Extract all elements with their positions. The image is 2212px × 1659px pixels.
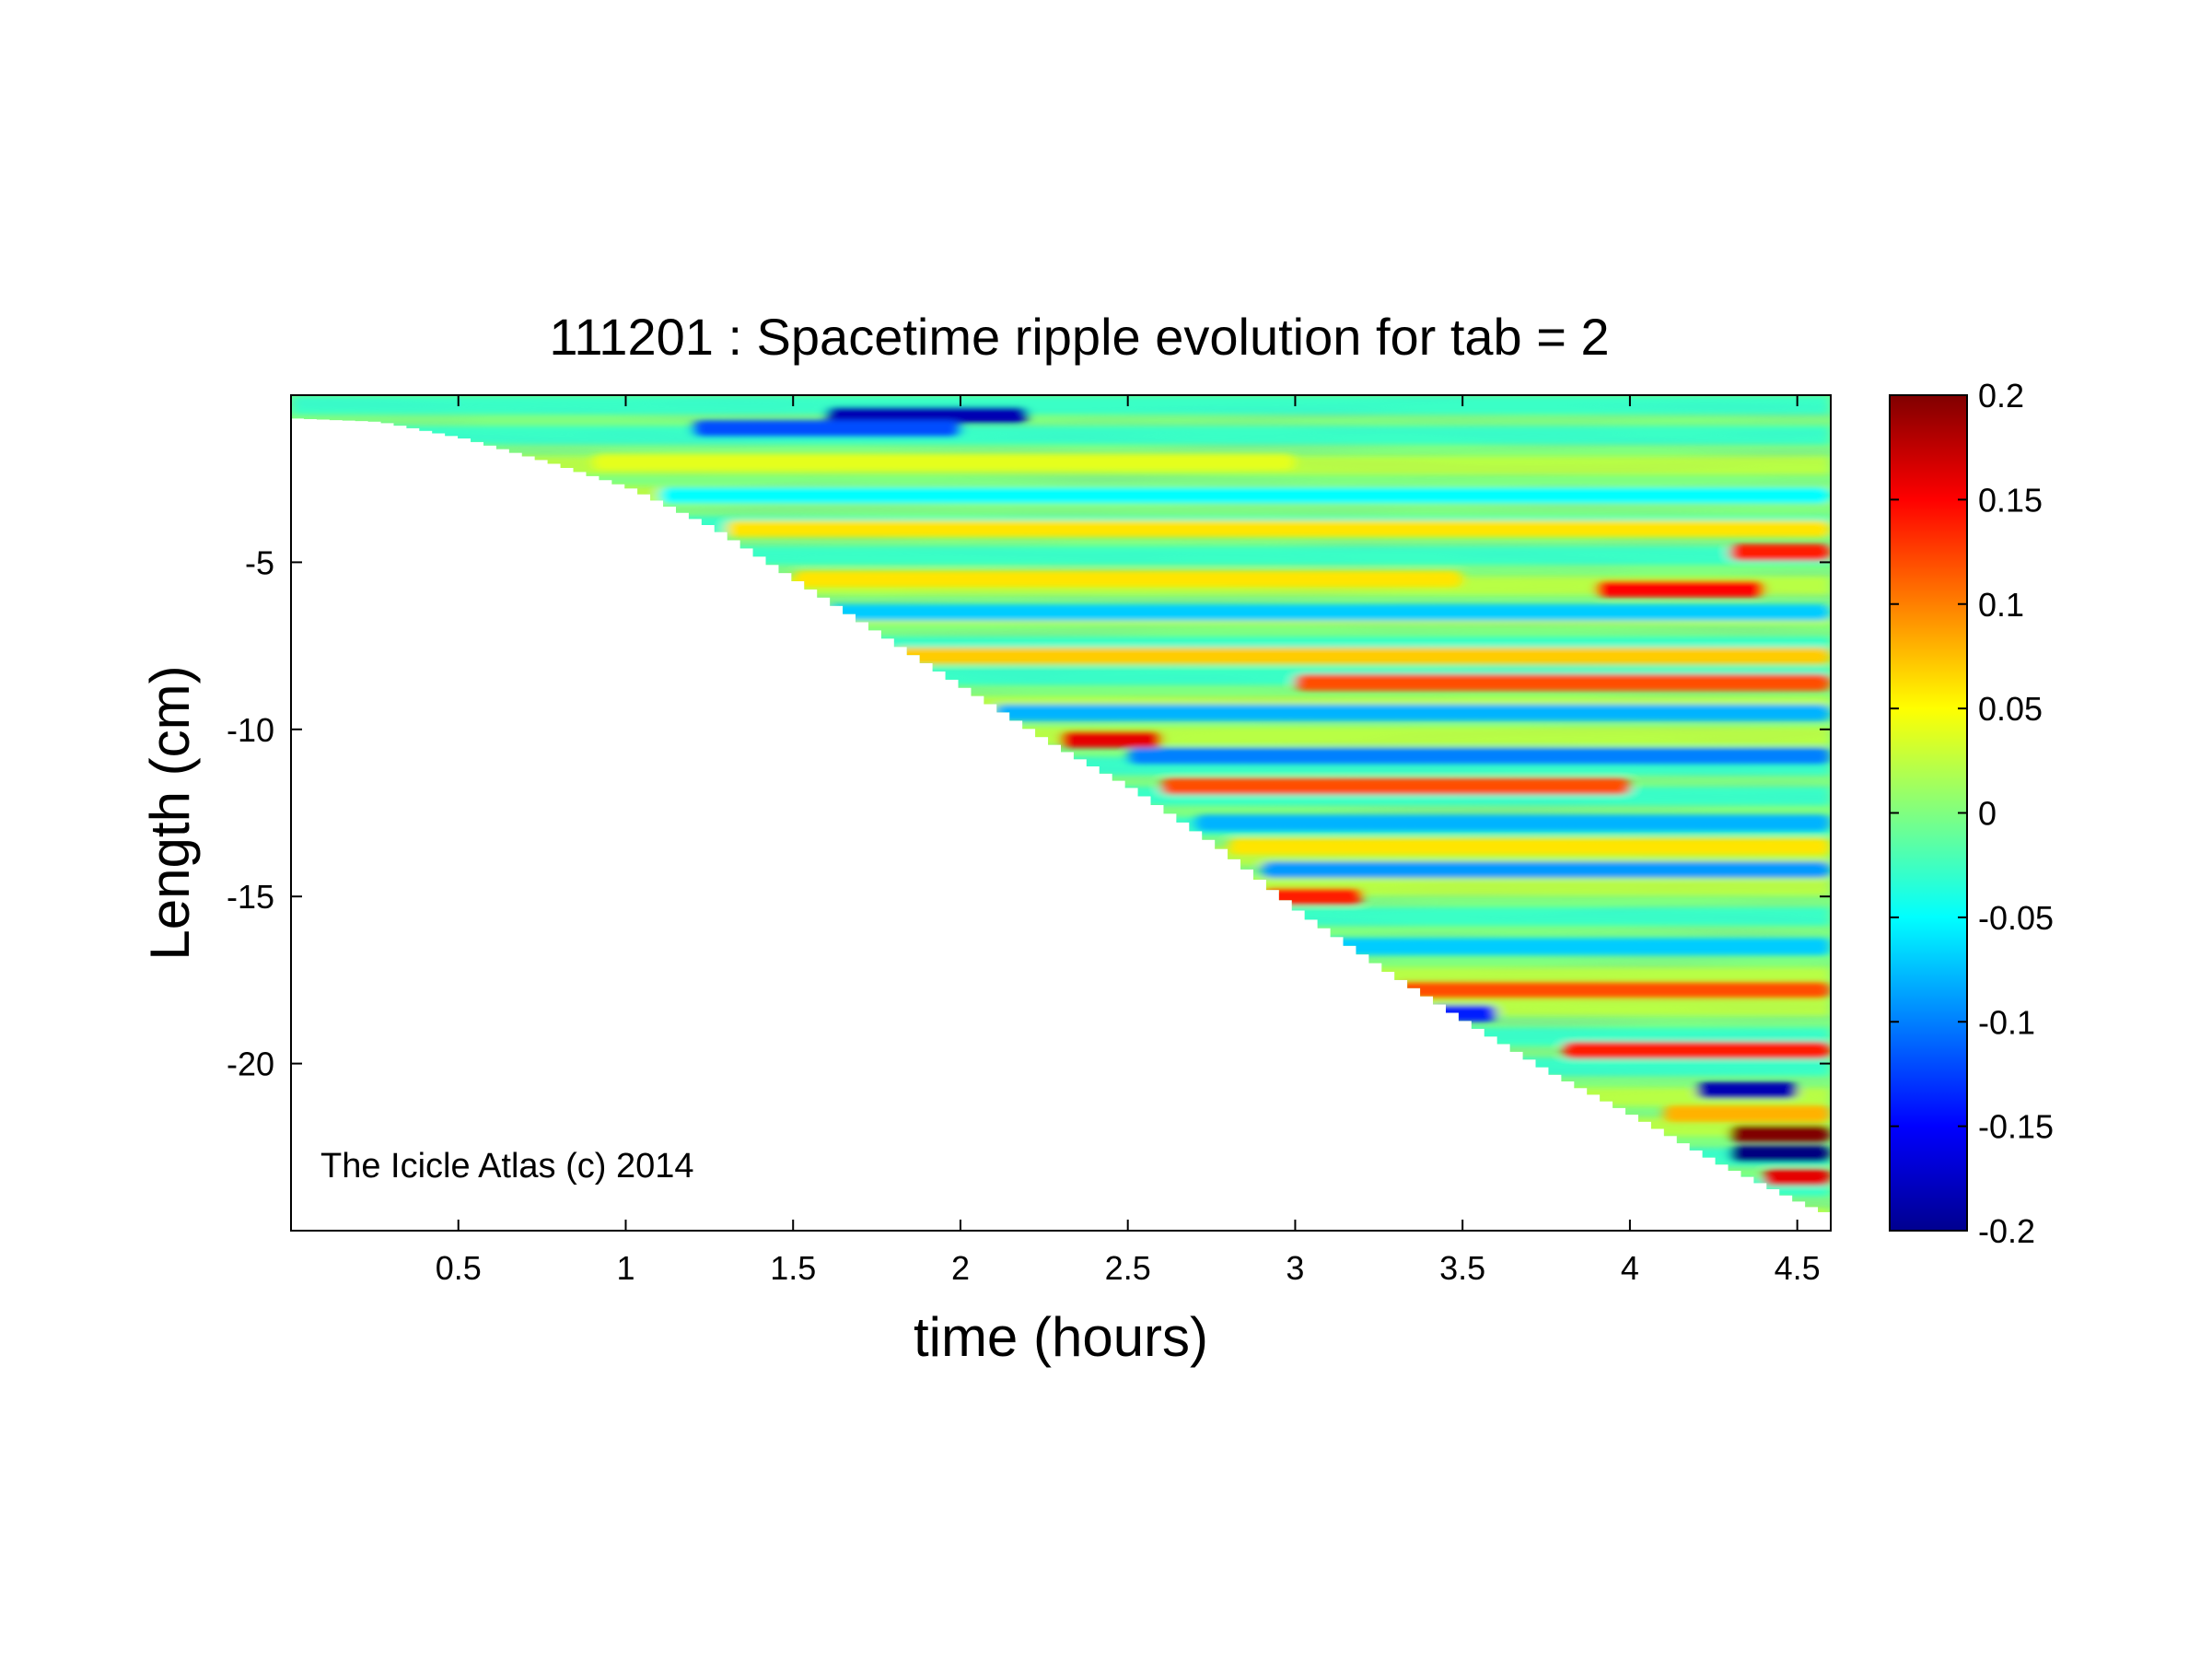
ripple-band	[793, 570, 1463, 588]
x-tick-label: 4	[1621, 1249, 1639, 1287]
ripple-band	[1262, 888, 1363, 905]
ripple-band	[693, 420, 960, 438]
ripple-stripe	[291, 426, 1831, 445]
x-tick-label: 3.5	[1439, 1249, 1485, 1287]
ripple-band	[1663, 1105, 1831, 1122]
ripple-band	[1127, 747, 1831, 765]
colorbar-tick-label: -0.15	[1978, 1108, 2054, 1146]
plot-frame	[290, 394, 1832, 1232]
y-tick-label: -15	[227, 878, 274, 916]
x-axis-label: time (hours)	[914, 1306, 1208, 1368]
ripple-band	[1764, 1168, 1831, 1186]
ripple-band	[1696, 1081, 1798, 1099]
ripple-stripe	[291, 1208, 1831, 1218]
ripple-band	[1596, 580, 1764, 598]
ripple-stripe	[291, 727, 1831, 746]
ripple-band	[826, 406, 1028, 424]
colorbar: 0.2 0.15 0.1 0.05 0 -0.05 -0.1 -0.15 -0.2	[1889, 377, 2054, 1250]
ripple-stripe	[291, 1057, 1831, 1077]
x-tick-label: 0.5	[436, 1249, 482, 1287]
ripple-band	[1729, 1125, 1831, 1142]
copyright-annotation: The Icicle Atlas (c) 2014	[320, 1147, 694, 1186]
ripple-band	[592, 453, 1296, 471]
colorbar-tick-label: 0.1	[1978, 586, 2024, 624]
colorbar-tick-label: -0.2	[1978, 1212, 2035, 1250]
y-axis-label: Length (cm)	[139, 665, 201, 960]
x-tick-label: 1.5	[770, 1249, 816, 1287]
y-tick-label: -10	[227, 711, 274, 749]
ripple-band	[1563, 1042, 1831, 1059]
ripple-stripe	[291, 877, 1831, 896]
colorbar-tick-label: 0.2	[1978, 377, 2024, 415]
colorbar-tick-label: 0.15	[1978, 481, 2043, 519]
ripple-band	[826, 603, 1831, 621]
colorbar-tick-label: 0.05	[1978, 690, 2043, 728]
ripple-stripe	[291, 395, 1831, 415]
ripple-band	[1194, 814, 1831, 832]
ripple-stripe	[291, 906, 1831, 926]
chart-title: 111201 : Spacetime ripple evolution for …	[549, 308, 1609, 366]
ripple-band	[1428, 1005, 1496, 1022]
heatmap-field	[291, 395, 1831, 1218]
ripple-stripe	[291, 546, 1831, 566]
x-tick-label: 3	[1286, 1249, 1304, 1287]
colorbar-tick-label: -0.05	[1978, 899, 2054, 937]
ripple-band	[1328, 938, 1831, 955]
colorbar-gradient	[1889, 394, 1968, 1232]
x-tick-label: 2.5	[1105, 1249, 1151, 1287]
colorbar-ticks: 0.2 0.15 0.1 0.05 0 -0.05 -0.1 -0.15 -0.2	[1890, 377, 2054, 1250]
x-tick-label: 2	[951, 1249, 970, 1287]
ripple-band	[658, 486, 1831, 504]
x-tick-label: 4.5	[1775, 1249, 1821, 1287]
ripple-band	[893, 648, 1831, 664]
ripple-stripe	[291, 997, 1831, 1016]
ripple-band	[1061, 730, 1162, 748]
ripple-band	[1729, 1145, 1831, 1162]
x-tick-label: 1	[616, 1249, 634, 1287]
ripple-band	[1161, 777, 1630, 795]
ripple-band	[1228, 837, 1831, 855]
ripple-band	[726, 520, 1831, 538]
x-axis: 0.5 1 1.5 2 2.5 3 3.5 4 4.5	[436, 395, 1821, 1287]
ripple-band	[1295, 674, 1831, 691]
ripple-stripe	[291, 1117, 1831, 1137]
ripple-stripe	[291, 1087, 1831, 1106]
y-tick-label: -20	[227, 1046, 274, 1083]
colorbar-tick-label: -0.1	[1978, 1003, 2035, 1041]
ripple-band	[1262, 861, 1831, 879]
ripple-band	[994, 704, 1831, 721]
y-tick-label: -5	[245, 543, 274, 581]
ripple-band	[1395, 981, 1831, 999]
ripple-band	[1729, 543, 1831, 561]
colorbar-tick-label: 0	[1978, 795, 1997, 833]
y-axis: -5 -10 -15 -20	[227, 543, 1831, 1083]
